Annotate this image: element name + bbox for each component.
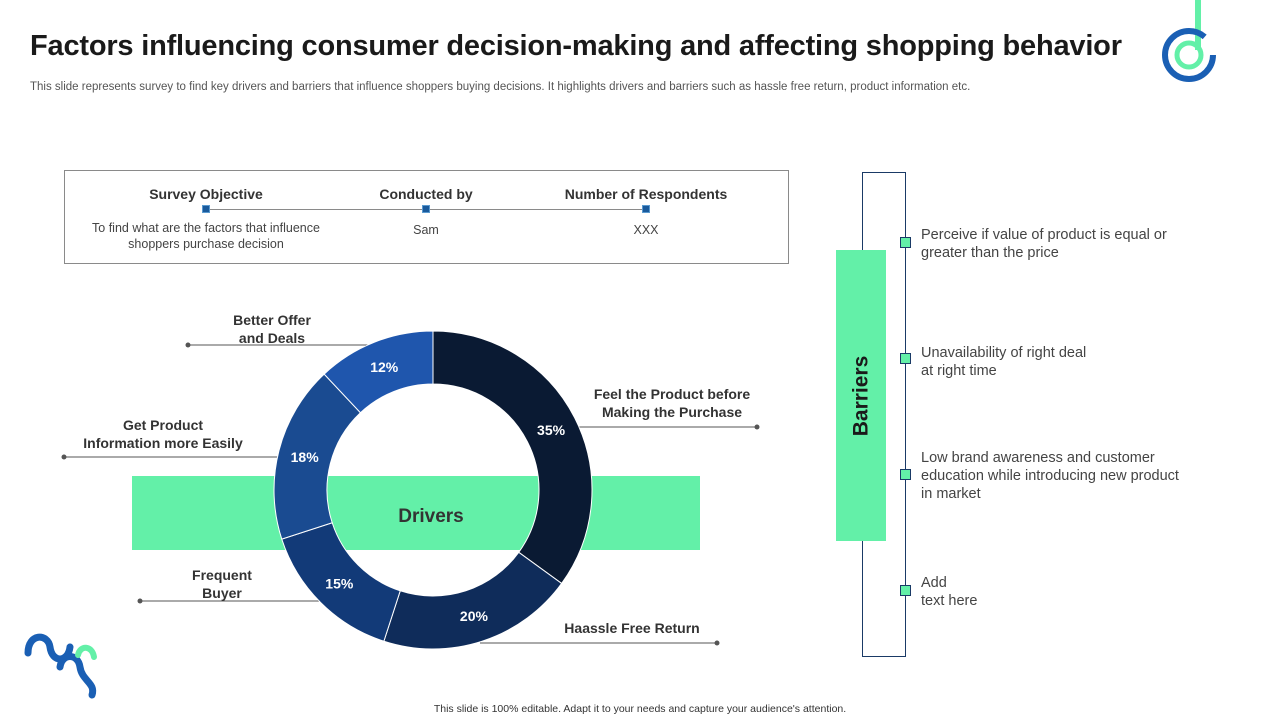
barriers-band [836, 250, 886, 541]
survey-objective-label: Survey Objective [149, 186, 263, 202]
respondents-label: Number of Respondents [564, 186, 728, 202]
barriers-title: Barriers [849, 355, 872, 436]
better-offer-label: Better Offer and Deals [212, 311, 332, 347]
barrier-item: Perceive if value of product is equal or… [921, 226, 1201, 262]
barrier-item: Low brand awareness and customer educati… [921, 449, 1201, 503]
barrier-item: Add text here [921, 574, 1201, 610]
barrier-item-line: text here [921, 593, 978, 609]
barrier-marker [900, 237, 911, 248]
survey-objective-line1: To find what are the factors that influe… [92, 221, 320, 235]
conducted-by-label: Conducted by [379, 186, 473, 202]
survey-objective-line2: shoppers purchase decision [128, 237, 284, 251]
feel-product-line2: Making the Purchase [601, 404, 743, 420]
footer-note: This slide is 100% editable. Adapt it to… [433, 703, 847, 715]
barrier-marker [900, 353, 911, 364]
brand-logo-icon [1162, 0, 1216, 82]
barrier-item-line: Add [921, 575, 947, 591]
donut-center-label: Drivers [398, 506, 464, 527]
product-info-line1: Get Product [122, 417, 204, 433]
feel-product-label: Feel the Product before Making the Purch… [582, 385, 762, 421]
product-info-line2: Information more Easily [83, 435, 243, 451]
feel-product-line1: Feel the Product before [593, 386, 751, 402]
barrier-marker [900, 585, 911, 596]
barrier-marker [900, 469, 911, 480]
survey-objective-value: To find what are the factors that influe… [76, 220, 336, 252]
product-info-label: Get Product Information more Easily [72, 416, 254, 452]
drivers-band [132, 476, 700, 550]
survey-marker [642, 205, 650, 213]
barrier-item-line: Unavailability of right deal [921, 345, 1087, 361]
page-subtitle: This slide represents survey to find key… [30, 81, 971, 93]
leader-lines [61, 342, 760, 646]
survey-marker [422, 205, 430, 213]
frequent-buyer-label: Frequent Buyer [172, 566, 272, 602]
donut-slice-label: 18% [291, 449, 320, 465]
barrier-item-line: Low brand awareness and customer [921, 450, 1155, 466]
barrier-item-line: greater than the price [921, 245, 1059, 261]
survey-marker [202, 205, 210, 213]
survey-info-box: Survey Objective Conducted by Number of … [64, 170, 789, 264]
wave-logo-icon [24, 633, 97, 699]
barrier-item-line: in market [921, 486, 981, 502]
barrier-item-line: Perceive if value of product is equal or [921, 227, 1167, 243]
donut-slice-label: 12% [370, 359, 399, 375]
frequent-buyer-line1: Frequent [192, 567, 252, 583]
donut-slice-label: 20% [460, 608, 489, 624]
barrier-item: Unavailability of right deal at right ti… [921, 344, 1201, 380]
donut-slice [323, 330, 434, 414]
donut-slice-label: 35% [537, 422, 566, 438]
frequent-buyer-line2: Buyer [202, 585, 242, 601]
donut-slice [432, 330, 593, 585]
barriers-title-container: Barriers [836, 250, 886, 541]
barrier-item-line: at right time [921, 363, 997, 379]
donut-slice [383, 551, 563, 650]
better-offer-line2: and Deals [238, 330, 306, 346]
better-offer-line1: Better Offer [233, 312, 311, 328]
barrier-item-line: education while introducing new product [921, 468, 1179, 484]
hassle-free-label: Haassle Free Return [564, 620, 700, 636]
donut-slice-label: 15% [325, 576, 354, 592]
respondents-value: XXX [633, 223, 659, 237]
page-title: Factors influencing consumer decision-ma… [30, 30, 1122, 62]
conducted-by-value: Sam [413, 223, 439, 237]
